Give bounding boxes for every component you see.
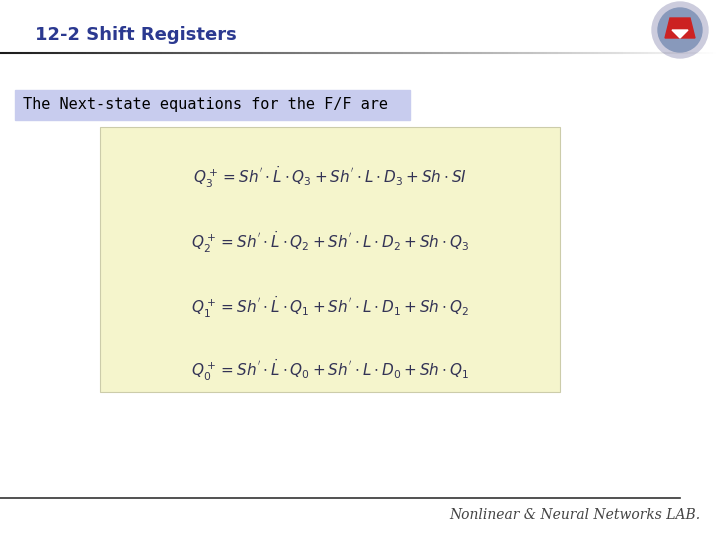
FancyBboxPatch shape bbox=[15, 90, 410, 120]
Text: $Q_0^+ = Sh^{'} \cdot \dot{L} \cdot Q_0 + Sh^{'} \cdot L \cdot D_0 + Sh \cdot Q_: $Q_0^+ = Sh^{'} \cdot \dot{L} \cdot Q_0 … bbox=[191, 357, 469, 383]
Text: $Q_2^+ = Sh^{'} \cdot \dot{L} \cdot Q_2 + Sh^{'} \cdot L \cdot D_2 + Sh \cdot Q_: $Q_2^+ = Sh^{'} \cdot \dot{L} \cdot Q_2 … bbox=[191, 230, 469, 255]
Text: Nonlinear & Neural Networks LAB.: Nonlinear & Neural Networks LAB. bbox=[449, 508, 700, 522]
Circle shape bbox=[658, 8, 702, 52]
FancyBboxPatch shape bbox=[100, 127, 560, 392]
Text: The Next-state equations for the F/F are: The Next-state equations for the F/F are bbox=[23, 98, 388, 112]
Polygon shape bbox=[672, 30, 688, 38]
Polygon shape bbox=[665, 18, 695, 38]
Text: 12-2 Shift Registers: 12-2 Shift Registers bbox=[35, 26, 237, 44]
Text: $Q_1^+ = Sh^{'} \cdot \dot{L} \cdot Q_1 + Sh^{'} \cdot L \cdot D_1 + Sh \cdot Q_: $Q_1^+ = Sh^{'} \cdot \dot{L} \cdot Q_1 … bbox=[191, 294, 469, 320]
Circle shape bbox=[652, 2, 708, 58]
Text: $Q_3^+ = Sh^{'} \cdot \dot{L} \cdot Q_3 + Sh^{'} \cdot L \cdot D_3 + Sh \cdot SI: $Q_3^+ = Sh^{'} \cdot \dot{L} \cdot Q_3 … bbox=[193, 164, 467, 190]
